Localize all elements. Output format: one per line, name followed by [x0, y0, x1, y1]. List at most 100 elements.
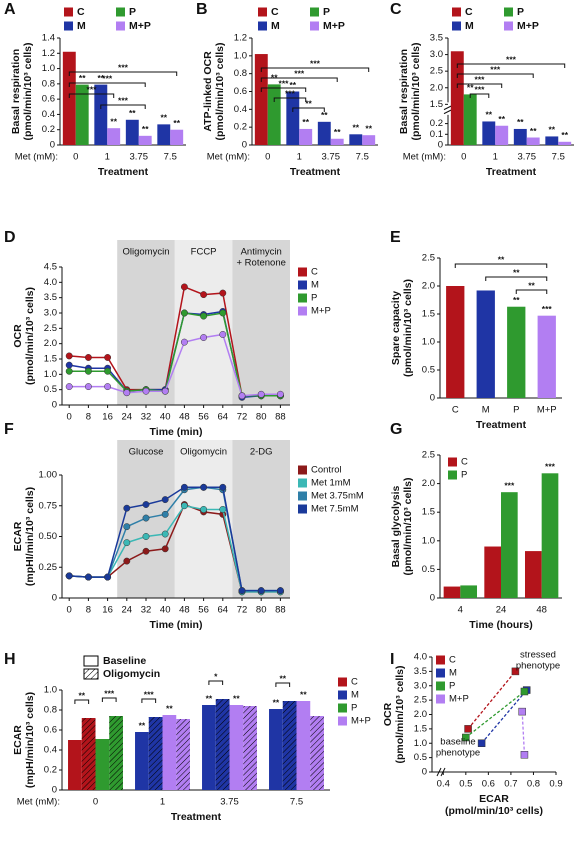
legend-label: M+P — [311, 306, 331, 317]
axis-break — [443, 105, 453, 115]
y-tick-label: 2.5 — [414, 695, 427, 706]
bracket-label: *** — [118, 62, 129, 72]
point — [520, 687, 529, 696]
point — [84, 367, 92, 375]
point — [161, 545, 169, 553]
x-tick-label: 48 — [536, 605, 547, 616]
panel-label: G — [390, 421, 402, 438]
panel-label: A — [4, 1, 16, 18]
bracket — [260, 67, 370, 72]
bar — [157, 124, 171, 145]
significance: ** — [166, 703, 173, 713]
pattern-swatch — [83, 655, 99, 667]
point — [200, 312, 208, 320]
bracket-label: ** — [305, 98, 312, 108]
y-axis-label: Basal respiration — [398, 49, 410, 134]
x-tick-label: 32 — [141, 605, 152, 616]
y-tick-label: 0.5 — [414, 752, 427, 763]
legend-swatch — [338, 690, 347, 700]
point — [161, 510, 169, 518]
x-tick-label: 7.5 — [356, 152, 369, 163]
legend-swatch — [436, 668, 445, 678]
pattern-label: Baseline — [103, 655, 146, 667]
x-tick-label: 48 — [179, 605, 190, 616]
x-tick-label: 3.75 — [322, 152, 341, 163]
panel-label: D — [4, 229, 16, 246]
bracket — [456, 73, 534, 78]
legend-swatch — [298, 465, 307, 475]
point — [238, 587, 246, 595]
x-tick-label: 1 — [493, 152, 498, 163]
point — [520, 751, 529, 759]
point — [123, 523, 131, 531]
x-tick-label: 72 — [237, 412, 248, 423]
x-tick-label: 0 — [461, 152, 466, 163]
bracket-label: ** — [498, 254, 505, 264]
y-tick-label: 0.50 — [39, 531, 58, 542]
point — [219, 505, 227, 513]
x-tick-label: 3.75 — [130, 152, 149, 163]
bracket — [101, 697, 117, 702]
significance: ** — [561, 130, 568, 140]
bracket — [68, 82, 146, 87]
point — [511, 667, 520, 676]
significance: ** — [513, 295, 520, 305]
point — [219, 289, 227, 297]
point — [180, 502, 188, 510]
y-tick-label: 4.5 — [44, 262, 57, 273]
hatch — [81, 718, 96, 790]
point — [238, 392, 246, 400]
bar — [94, 84, 108, 145]
annotation: phenotype — [436, 748, 480, 759]
y-tick-label: 1.0 — [42, 63, 55, 74]
bar — [162, 715, 177, 790]
significance: ** — [110, 116, 117, 126]
bracket — [515, 289, 548, 294]
point — [518, 707, 526, 716]
point — [123, 539, 131, 547]
bracket-label: ** — [513, 267, 520, 277]
x-prefix: Met (mM): — [207, 152, 250, 163]
significance: *** — [504, 480, 515, 490]
hatch — [176, 719, 190, 790]
y-tick-label: 0.2 — [430, 118, 443, 129]
legend-label: C — [465, 6, 473, 18]
x-tick-label: 32 — [141, 412, 152, 423]
bracket — [454, 263, 548, 268]
significance: ** — [498, 114, 505, 124]
x-tick-label: 80 — [256, 412, 267, 423]
point — [84, 383, 92, 391]
legend-swatch — [504, 7, 513, 17]
y-tick-label: 0.4 — [234, 104, 247, 115]
legend-swatch — [310, 7, 319, 17]
significance: ** — [365, 123, 372, 133]
y-tick-label: 0.2 — [44, 765, 57, 776]
y-tick-label: 0.6 — [234, 86, 247, 97]
bar — [299, 128, 313, 145]
point — [180, 283, 188, 291]
x-tick-label: 7.5 — [552, 152, 565, 163]
y-axis-label: Spare capacity — [390, 291, 402, 365]
bar — [317, 121, 331, 145]
significance: ** — [302, 117, 309, 127]
point — [65, 383, 73, 391]
point — [161, 496, 169, 504]
significance: ** — [334, 127, 341, 137]
x-tick-label: 0.6 — [482, 779, 495, 790]
legend-label: C — [449, 655, 456, 666]
bracket — [469, 93, 490, 98]
bracket — [208, 680, 224, 685]
y-tick-label: 2.5 — [430, 66, 443, 77]
x-tick-label: 80 — [256, 605, 267, 616]
y-tick-label: 2.5 — [44, 323, 57, 334]
point — [276, 390, 284, 398]
legend-swatch — [258, 21, 267, 31]
bracket — [68, 71, 178, 76]
legend-label: P — [517, 6, 524, 18]
y-tick-label: 0 — [52, 785, 57, 796]
legend-swatch — [436, 694, 445, 704]
legend-label: P — [323, 6, 330, 18]
treatment-region — [232, 240, 290, 405]
legend-label: P — [129, 6, 136, 18]
y-tick-label: 0.6 — [44, 725, 57, 736]
